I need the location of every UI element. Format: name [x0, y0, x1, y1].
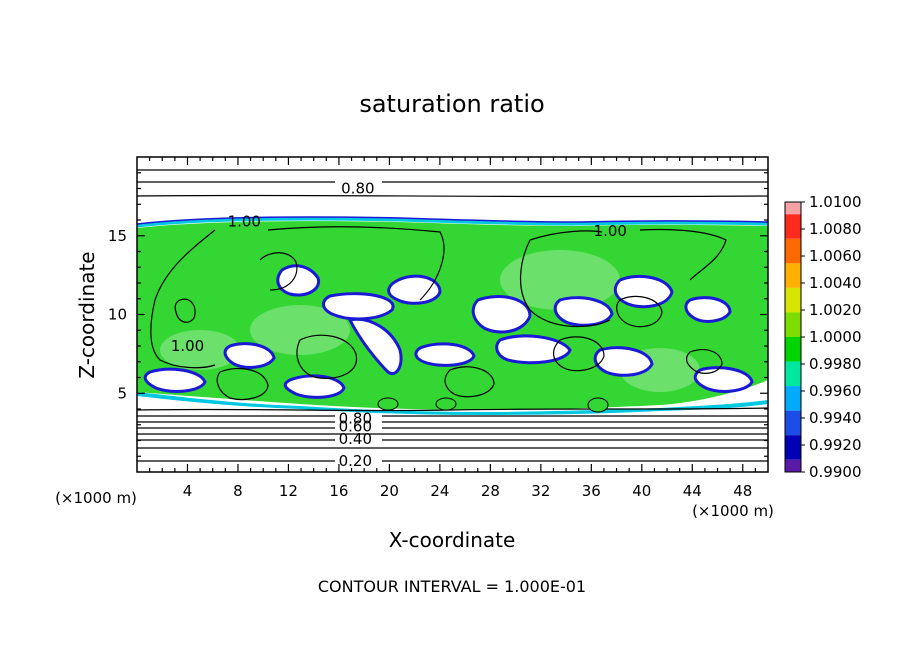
- colorbar-label: 1.0000: [809, 328, 862, 346]
- colorbar-label: 0.9940: [809, 409, 862, 427]
- x-tick-label: 12: [279, 482, 298, 500]
- x-axis-label: X-coordinate: [389, 528, 516, 552]
- colorbar-label: 0.9960: [809, 382, 862, 400]
- colorbar-swatch: [785, 361, 801, 387]
- contour-label: 0.20: [339, 452, 372, 470]
- colorbar-label: 1.0100: [809, 193, 862, 211]
- colorbar-swatch: [785, 410, 801, 436]
- x-axis-ticks: 4 8 12 16 20 24 28 32 36 40 44 48: [149, 157, 756, 500]
- y-axis-label: Z-coordinate: [75, 251, 99, 378]
- contour-interval-note: CONTOUR INTERVAL = 1.000E-01: [318, 577, 586, 596]
- contour-label: 0.80: [341, 180, 374, 198]
- contour-label: 0.60: [339, 417, 372, 435]
- x-tick-label: 20: [380, 482, 399, 500]
- y-tick-label: 5: [117, 384, 127, 402]
- saturation-contours: [150, 226, 727, 401]
- colorbar-swatch: [785, 202, 801, 215]
- chart-title: saturation ratio: [359, 90, 544, 118]
- x-tick-label: 44: [683, 482, 702, 500]
- colorbar: 1.0100 1.0080 1.0060 1.0040 1.0020 1.0000 0.99…: [784, 193, 862, 481]
- colorbar-label: 1.0020: [809, 301, 862, 319]
- y-tick-label: 15: [108, 227, 127, 245]
- x-tick-label: 8: [233, 482, 243, 500]
- x-tick-label: 48: [733, 482, 752, 500]
- colorbar-label: 0.9900: [809, 463, 862, 481]
- x-tick-label: 16: [329, 482, 348, 500]
- colorbar-label: 1.0040: [809, 274, 862, 292]
- x-tick-label: 40: [632, 482, 651, 500]
- x-tick-label: 4: [183, 482, 193, 500]
- x-tick-label: 28: [481, 482, 500, 500]
- x-tick-label: 36: [582, 482, 601, 500]
- contour-label: 1.00: [228, 213, 261, 231]
- colorbar-swatch: [785, 386, 801, 411]
- colorbar-swatch: [785, 287, 801, 313]
- colorbar-swatch: [785, 263, 801, 288]
- colorbar-label: 1.0080: [809, 220, 862, 238]
- colorbar-swatch: [785, 312, 801, 337]
- colorbar-swatch: [785, 337, 801, 362]
- contour-label: 0.80: [339, 409, 372, 427]
- cloud-top-edge: [137, 217, 768, 228]
- near-saturated-patches: [160, 250, 700, 392]
- z-unit-label: (×1000 m): [55, 489, 137, 507]
- colorbar-label: 0.9920: [809, 436, 862, 454]
- colorbar-label: 1.0060: [809, 247, 862, 265]
- x-unit-label: (×1000 m): [692, 502, 774, 520]
- subsaturated-holes: [143, 264, 754, 399]
- colorbar-swatch: [785, 238, 801, 264]
- colorbar-swatch: [785, 435, 801, 460]
- plot-area: [137, 157, 768, 472]
- contour-labels: 0.801.001.001.000.800.600.400.20: [171, 180, 627, 470]
- contour-label: 1.00: [171, 337, 204, 355]
- x-tick-label: 32: [531, 482, 550, 500]
- x-tick-label: 24: [430, 482, 449, 500]
- y-axis-ticks: 5 10 15: [108, 172, 768, 457]
- cloud-top-edge-dark: [137, 216, 768, 225]
- colorbar-swatch: [785, 459, 801, 472]
- upper-contours: [137, 169, 768, 198]
- cloud-base-cells: [377, 397, 609, 413]
- contour-label: 1.00: [594, 222, 627, 240]
- contour-label: 0.40: [339, 430, 372, 448]
- y-tick-label: 10: [108, 306, 127, 324]
- colorbar-swatch: [785, 214, 801, 239]
- lower-contours: [137, 407, 768, 462]
- colorbar-label: 0.9980: [809, 355, 862, 373]
